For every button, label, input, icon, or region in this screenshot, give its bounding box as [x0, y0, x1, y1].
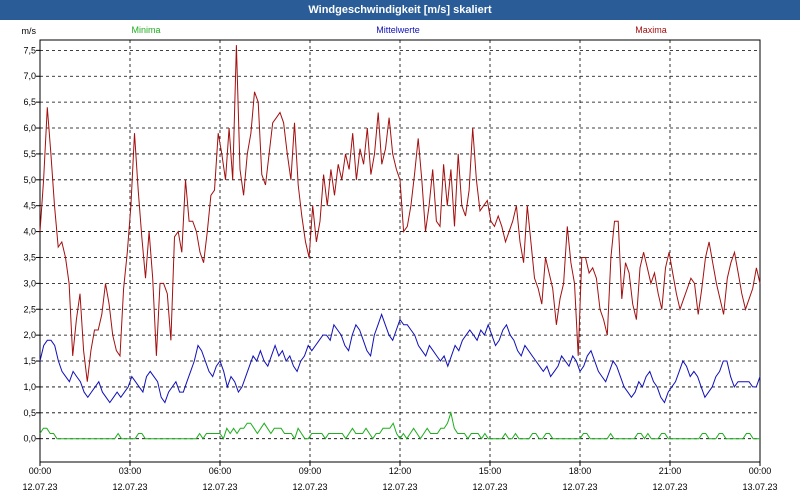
y-tick-label: 1,5 — [23, 356, 36, 366]
x-tick-time: 09:00 — [299, 466, 322, 476]
y-tick-label: 7,5 — [23, 45, 36, 55]
x-tick-time: 03:00 — [119, 466, 142, 476]
x-tick-date: 12.07.23 — [652, 482, 687, 492]
x-tick-time: 15:00 — [479, 466, 502, 476]
y-tick-label: 2,5 — [23, 304, 36, 314]
legend-minima: Minima — [131, 25, 160, 35]
y-tick-label: 4,0 — [23, 227, 36, 237]
x-tick-date: 12.07.23 — [562, 482, 597, 492]
x-tick-date: 12.07.23 — [472, 482, 507, 492]
y-tick-label: 3,5 — [23, 252, 36, 262]
y-tick-label: 1,0 — [23, 382, 36, 392]
legend-mittelwerte: Mittelwerte — [376, 25, 420, 35]
legend: Minima Mittelwerte Maxima — [131, 25, 666, 35]
y-axis-label: m/s — [22, 26, 37, 36]
x-tick-date: 12.07.23 — [202, 482, 237, 492]
axes: 0,0 0,5 1,0 1,5 2,0 2,5 3,0 3,5 4,0 4,5 5,0 5,5 6,0 6… — [22, 26, 778, 492]
y-tick-label: 2,0 — [23, 330, 36, 340]
x-tick-time: 18:00 — [569, 466, 592, 476]
series — [39, 45, 761, 440]
x-tick-time: 00:00 — [29, 466, 52, 476]
y-tick-label: 0,5 — [23, 408, 36, 418]
x-tick-time: 21:00 — [659, 466, 682, 476]
x-tick-time: 06:00 — [209, 466, 232, 476]
y-tick-label: 4,5 — [23, 201, 36, 211]
grid — [40, 40, 760, 462]
x-tick-time: 00:00 — [749, 466, 772, 476]
y-tick-label: 5,5 — [23, 149, 36, 159]
y-tick-label: 6,5 — [23, 97, 36, 107]
y-tick-label: 5,0 — [23, 175, 36, 185]
y-tick-label: 3,0 — [23, 278, 36, 288]
window-title: Windgeschwindigkeit [m/s] skaliert — [0, 0, 800, 20]
legend-maxima: Maxima — [635, 25, 667, 35]
y-tick-label: 7,0 — [23, 71, 36, 81]
series-maxima-line — [39, 45, 761, 382]
x-tick-date: 13.07.23 — [742, 482, 777, 492]
y-tick-label: 0,0 — [23, 434, 36, 444]
x-tick-time: 12:00 — [389, 466, 412, 476]
x-tick-date: 12.07.23 — [382, 482, 417, 492]
x-tick-date: 12.07.23 — [112, 482, 147, 492]
y-tick-label: 6,0 — [23, 123, 36, 133]
wind-speed-chart: 0,0 0,5 1,0 1,5 2,0 2,5 3,0 3,5 4,0 4,5 5,0 5,5 6,0 6… — [22, 25, 778, 492]
series-minima-line — [39, 410, 760, 440]
x-tick-date: 12.07.23 — [22, 482, 57, 492]
x-tick-date: 12.07.23 — [292, 482, 327, 492]
series-mittelwerte-line — [39, 312, 761, 404]
